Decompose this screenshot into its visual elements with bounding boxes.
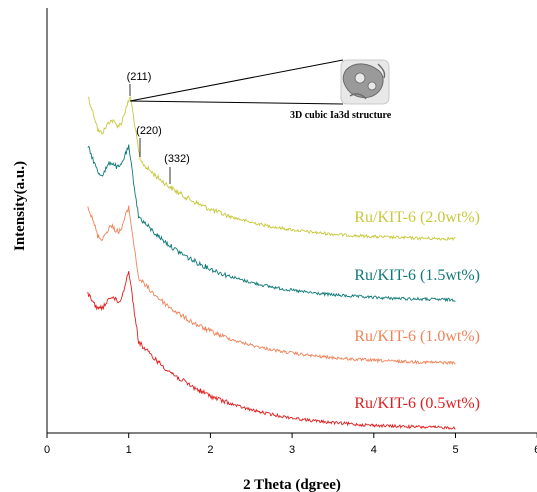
series-line xyxy=(87,144,456,303)
peak-label: (211) xyxy=(127,71,152,83)
series-labels: Ru/KIT-6 (2.0wt%) Ru/KIT-6 (1.5wt%) Ru/KIT… xyxy=(354,209,480,412)
series-label: Ru/KIT-6 (1.5wt%) xyxy=(354,267,480,284)
peak-label: (332) xyxy=(164,153,190,165)
peak-annotations: (211) (220) (332) xyxy=(127,59,344,184)
x-tick-label: 2 xyxy=(207,444,213,456)
x-tick-label: 6 xyxy=(534,444,537,456)
inset-connector xyxy=(129,100,344,105)
series-label: Ru/KIT-6 (1.0wt%) xyxy=(354,328,480,345)
x-tick-label: 3 xyxy=(289,444,295,456)
series-curves xyxy=(87,96,456,430)
series-line xyxy=(87,96,456,242)
inset-structure: 3D cubic Ia3d structure xyxy=(290,59,392,121)
x-ticks: 0 1 2 3 4 5 6 xyxy=(44,433,537,456)
series-line xyxy=(87,205,456,366)
series-label: Ru/KIT-6 (2.0wt%) xyxy=(354,209,480,226)
gyroid-structure-icon xyxy=(340,59,390,105)
x-tick-label: 5 xyxy=(452,444,458,456)
x-tick-label: 1 xyxy=(126,444,132,456)
y-axis-title: Intensity(a.u.) xyxy=(12,161,28,251)
x-tick-label: 0 xyxy=(44,444,50,456)
peak-label: (220) xyxy=(136,125,162,137)
series-line xyxy=(87,271,456,430)
series-label: Ru/KIT-6 (0.5wt%) xyxy=(354,395,480,412)
x-axis-title: 2 Theta (dgree) xyxy=(243,477,341,492)
inset-label: 3D cubic Ia3d structure xyxy=(290,110,392,121)
x-tick-label: 4 xyxy=(371,444,377,456)
inset-connector xyxy=(129,59,344,102)
